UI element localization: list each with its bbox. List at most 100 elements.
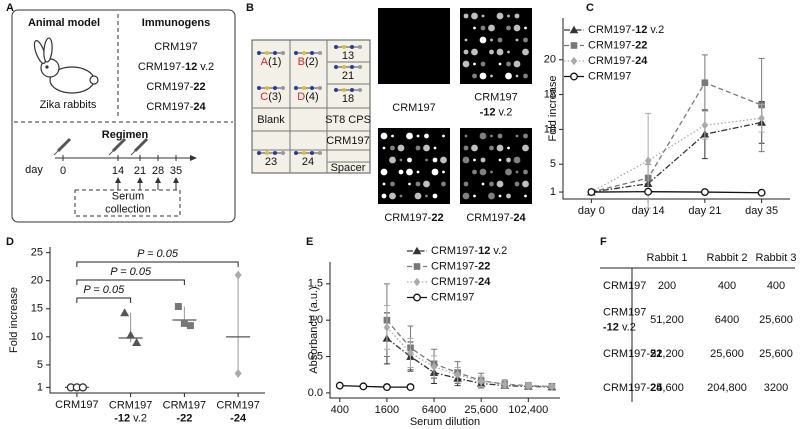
immunogen: CRM197-24 — [146, 101, 206, 113]
glycan-unit — [302, 151, 306, 155]
text-part: day 0 — [578, 205, 605, 217]
text-part: CRM197- — [603, 348, 650, 360]
glycan-unit — [318, 51, 322, 55]
table-cell: 6400 — [715, 314, 739, 326]
section-title: Animal model — [28, 17, 100, 29]
text-part: CRM197- — [146, 81, 193, 93]
x-tick-label: CRM197 -22 — [163, 399, 206, 424]
panel-label: E — [306, 236, 313, 248]
marker — [570, 72, 578, 81]
text-part: (3) — [268, 91, 281, 103]
spot — [489, 181, 494, 187]
column-header: Rabbit 2 — [707, 252, 748, 264]
text-part: (1) — [268, 56, 281, 68]
x-tick-label: CRM197 -12 v.2 — [109, 399, 152, 424]
collect-arrowhead — [155, 177, 161, 183]
x-tick-label: CRM197 — [55, 399, 98, 411]
spot — [415, 145, 421, 151]
glycan-unit — [350, 65, 354, 69]
spot — [473, 158, 476, 162]
glycan-unit — [342, 88, 346, 92]
text-part: Spacer — [331, 162, 366, 174]
spot — [381, 193, 387, 199]
text-part: 24 — [650, 382, 663, 394]
glycan-unit — [257, 51, 261, 55]
spot — [479, 72, 487, 80]
spot — [423, 180, 430, 188]
row-label: CRM197 — [603, 280, 646, 292]
text-part: 12 — [478, 245, 490, 257]
text-part: CRM197- — [431, 260, 478, 272]
spot — [490, 74, 493, 78]
table-cell: 400 — [767, 280, 785, 292]
y-tick-label: 0.5 — [308, 350, 323, 362]
p-value: P = 0.05 — [137, 248, 179, 260]
marker — [587, 188, 596, 196]
text-part: 22 — [431, 212, 443, 224]
spot — [496, 48, 504, 56]
panel-label: A — [6, 2, 14, 14]
marker — [757, 188, 766, 197]
serum-label: Serum collection — [105, 190, 151, 215]
y-tick-label: 0.0 — [308, 387, 323, 399]
spot — [505, 168, 512, 176]
spot — [391, 134, 394, 138]
text-part: 23 — [265, 156, 277, 168]
day-number: 28 — [152, 165, 164, 177]
y-tick-label: 1.0 — [308, 314, 323, 326]
array-image — [460, 128, 532, 204]
spot — [424, 133, 429, 139]
layout-label: 18 — [342, 93, 354, 105]
spot — [515, 170, 519, 174]
spot — [507, 14, 510, 18]
x-tick-label: day 0 — [578, 205, 605, 217]
text-part: v.2 — [130, 412, 147, 424]
spot — [397, 144, 405, 152]
spot — [442, 134, 445, 138]
text-part: 24 — [478, 276, 491, 288]
spot — [496, 144, 504, 152]
panel-a-frame — [11, 9, 236, 223]
glycan-unit — [350, 45, 354, 49]
table-cell: 200 — [658, 280, 676, 292]
marker — [701, 79, 709, 87]
spot — [463, 13, 469, 19]
text-part: Serum — [112, 190, 144, 202]
text-part: day 35 — [745, 205, 778, 217]
spot — [416, 170, 420, 174]
text-part: collection — [105, 203, 151, 215]
immunogen: CRM197-12 v.2 — [138, 61, 214, 73]
marker — [477, 376, 485, 386]
spot — [490, 170, 493, 174]
glycan-unit — [273, 86, 277, 90]
layout-label: A(1) — [261, 56, 282, 68]
text-part: CRM197 — [392, 102, 435, 114]
text-part: C — [260, 91, 268, 103]
needle — [108, 150, 114, 156]
glycan-unit — [273, 151, 277, 155]
text-part: 13 — [342, 50, 354, 62]
spot — [463, 181, 469, 187]
glycan-unit — [302, 86, 306, 90]
glycan-unit — [294, 51, 298, 55]
x-tick-label: 25,600 — [464, 404, 498, 416]
spot — [515, 74, 519, 78]
marker — [180, 319, 188, 327]
spot — [433, 146, 437, 150]
text-part: CRM197 — [603, 280, 646, 292]
text-part: v.2 — [197, 61, 214, 73]
spot — [513, 156, 521, 164]
series-line — [591, 121, 762, 193]
text-part: D — [297, 91, 305, 103]
spot — [480, 25, 486, 31]
table-cell: 25,600 — [710, 348, 744, 360]
text-part: CRM197 — [109, 399, 152, 411]
array-image — [378, 128, 450, 204]
marker — [234, 270, 242, 280]
spot — [462, 156, 470, 164]
day-number: 35 — [170, 165, 182, 177]
layout-label: 24 — [302, 156, 314, 168]
text-part: A — [261, 56, 269, 68]
syringe — [111, 137, 127, 153]
text-part: B — [298, 56, 305, 68]
